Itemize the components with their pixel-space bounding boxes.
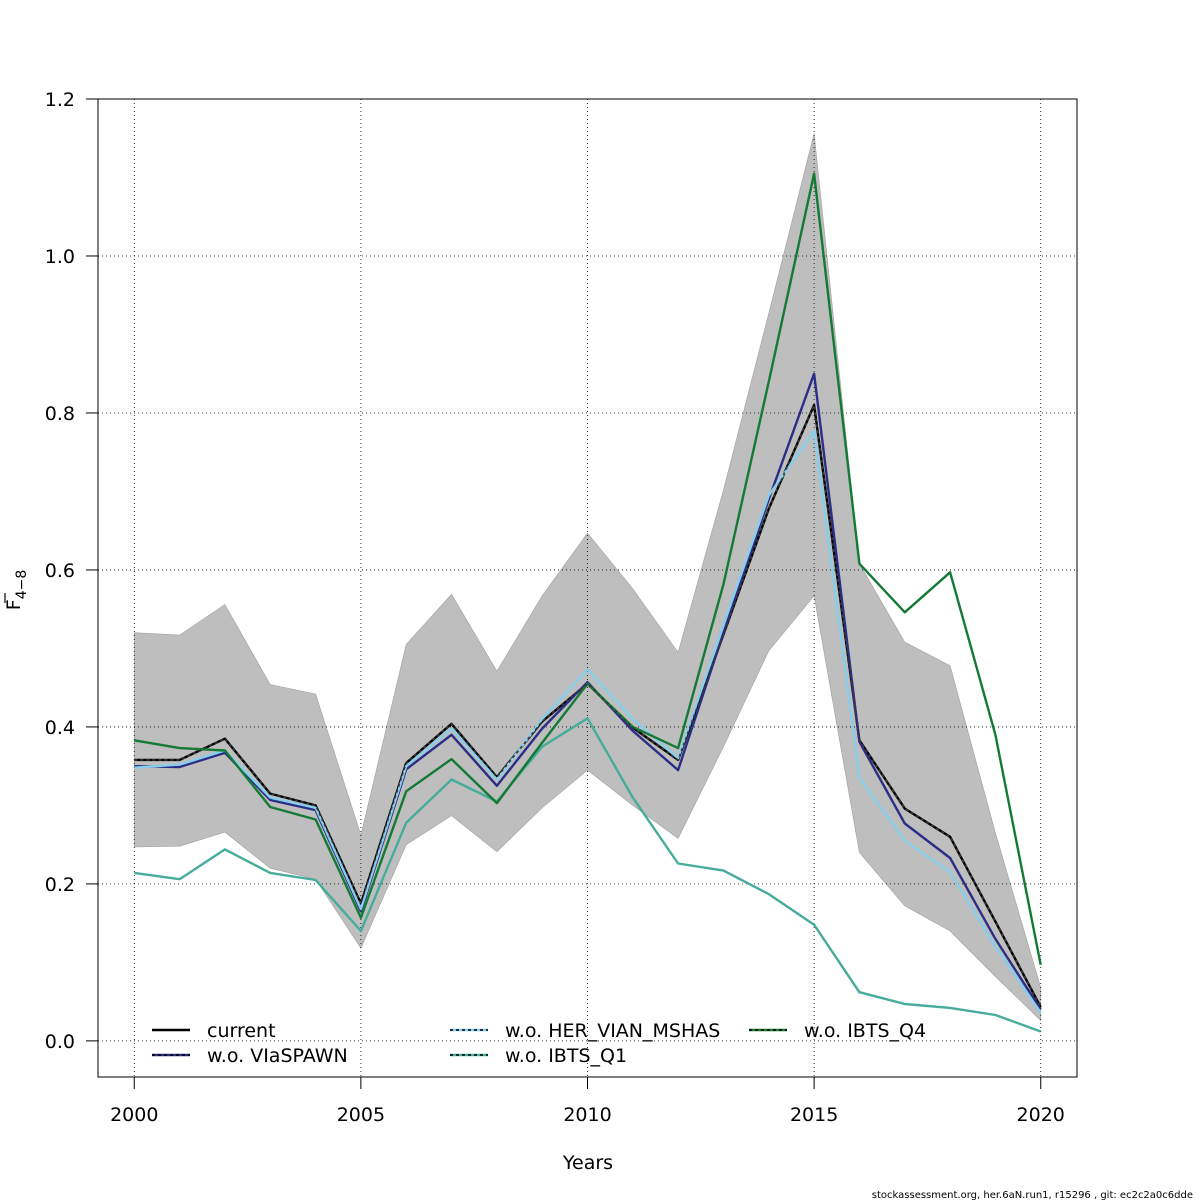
x-tick-label: 2005 xyxy=(337,1104,385,1126)
legend-label: w.o. HER_VIAN_MSHAS xyxy=(505,1020,720,1042)
y-tick-label: 0.6 xyxy=(45,560,75,582)
y-tick-label: 0.4 xyxy=(45,717,75,739)
y-tick-label: 1.2 xyxy=(45,89,75,111)
legend-label: w.o. IBTS_Q1 xyxy=(505,1045,627,1067)
x-tick-label: 2020 xyxy=(1017,1104,1065,1126)
legend-label: w.o. VIaSPAWN xyxy=(207,1045,348,1067)
y-tick-label: 0.0 xyxy=(45,1031,75,1053)
series-line xyxy=(134,172,1042,966)
series-line xyxy=(134,429,1042,1014)
y-axis-title-group: F4−8 xyxy=(3,570,30,610)
y-axis-title: F4−8 xyxy=(3,570,30,610)
footer-credit: stockassessment.org, her.6aN.run1, r1529… xyxy=(872,1190,1193,1200)
y-tick-label: 0.2 xyxy=(45,874,75,896)
series-line xyxy=(134,372,1042,1011)
series-layer xyxy=(134,172,1042,1033)
x-tick-label: 2000 xyxy=(110,1104,158,1126)
grid-layer xyxy=(98,98,1077,1077)
y-axis: 0.0 0.2 0.4 0.6 0.8 1.0 1.2 xyxy=(45,89,99,1053)
legend-label: w.o. IBTS_Q4 xyxy=(804,1020,926,1042)
x-tick-label: 2015 xyxy=(790,1104,838,1126)
legend-label: current xyxy=(207,1020,276,1042)
y-axis-title-subscript: 4−8 xyxy=(14,570,30,600)
series-line-current-overlay xyxy=(134,402,1042,1008)
x-axis-title: Years xyxy=(562,1152,613,1174)
y-tick-label: 1.0 xyxy=(45,246,75,268)
x-tick-label: 2010 xyxy=(563,1104,611,1126)
y-tick-label: 0.8 xyxy=(45,403,75,425)
series-line xyxy=(134,717,1042,1033)
x-axis: 2000 2005 2010 2015 2020 xyxy=(110,1076,1065,1126)
y-axis-title-main: F xyxy=(3,599,25,610)
